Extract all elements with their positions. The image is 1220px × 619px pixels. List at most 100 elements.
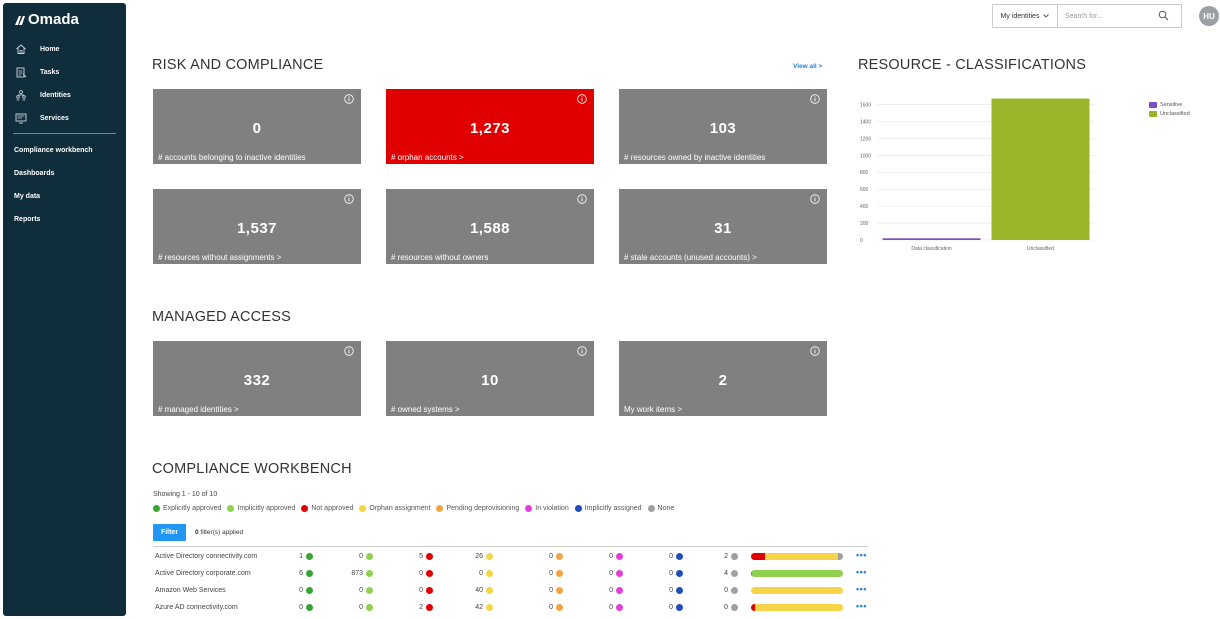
- app-name: Omada: [28, 11, 79, 28]
- more-options-icon[interactable]: •••: [856, 550, 867, 560]
- resource-classifications-chart: 0 200 400 600 800 1000 1200 1400 1600 Data classi…: [860, 98, 1095, 252]
- sidebar-item-tasks[interactable]: Tasks: [3, 62, 126, 82]
- sidebar-item-services[interactable]: Services: [3, 108, 126, 128]
- tile-label: # resources without assignments >: [158, 253, 282, 262]
- info-icon[interactable]: [344, 94, 354, 104]
- risk-tile[interactable]: 1,588 # resources without owners: [386, 189, 594, 264]
- count-value: 0: [609, 587, 613, 594]
- sidebar-item-label: Home: [40, 45, 60, 53]
- view-all-link[interactable]: View all >: [793, 63, 823, 70]
- tile-value: 1,537: [236, 220, 278, 237]
- sidebar-link-dashboards[interactable]: Dashboards: [3, 163, 126, 183]
- info-icon[interactable]: [344, 194, 354, 204]
- tile-label: # accounts belonging to inactive identit…: [158, 153, 306, 162]
- count-value: 1: [299, 553, 303, 560]
- managed-access-title: MANAGED ACCESS: [152, 309, 291, 325]
- status-legend-item: In violation: [525, 505, 569, 512]
- table-divider: [153, 546, 868, 547]
- x-tick-label: Unclassified: [1027, 246, 1054, 252]
- system-name[interactable]: Active Directory connectivity.com: [155, 553, 258, 560]
- risk-tile[interactable]: 103 # resources owned by inactive identit…: [619, 89, 827, 164]
- table-row[interactable]: Amazon Web Services 0 0 0 40 0 0 0 0 •••: [153, 583, 868, 600]
- info-icon[interactable]: [810, 94, 820, 104]
- status-dot: [556, 604, 563, 611]
- count-value: 0: [549, 587, 553, 594]
- status-dot: [426, 604, 433, 611]
- more-options-icon[interactable]: •••: [856, 584, 867, 594]
- bar-sensitive[interactable]: [882, 238, 981, 240]
- status-label: Orphan assignment: [369, 505, 431, 512]
- x-tick-label: Data classification: [911, 246, 952, 252]
- count-value: 0: [669, 604, 673, 611]
- bar-unclassified[interactable]: [991, 98, 1090, 241]
- tile-label: # resources owned by inactive identities: [624, 153, 766, 162]
- status-legend-item: Orphan assignment: [359, 505, 430, 512]
- info-icon[interactable]: [344, 346, 354, 356]
- more-options-icon[interactable]: •••: [856, 601, 867, 611]
- count-value: 0: [669, 570, 673, 577]
- risk-tile[interactable]: 31 # stale accounts (unused accounts) >: [619, 189, 827, 264]
- info-icon[interactable]: [577, 94, 587, 104]
- tile-label: # stale accounts (unused accounts) >: [624, 253, 757, 262]
- user-avatar[interactable]: HU: [1199, 6, 1219, 26]
- status-dot: [227, 505, 235, 512]
- bar-segment: [751, 587, 843, 594]
- filter-button[interactable]: Filter: [153, 524, 186, 541]
- sidebar-link-my-data[interactable]: My data: [3, 186, 126, 206]
- table-row[interactable]: Active Directory connectivity.com 1 0 5 26 0 0…: [153, 549, 868, 566]
- status-distribution-bar: [751, 604, 843, 611]
- status-legend-item: None: [647, 505, 674, 512]
- table-row[interactable]: Azure AD connectivity.com 0 0 2 42 0 0 0 0 •••: [153, 600, 868, 617]
- system-name[interactable]: Azure AD connectivity.com: [155, 604, 238, 611]
- bar-segment: [838, 553, 843, 560]
- status-count: 42: [453, 604, 493, 611]
- search-icon[interactable]: [1158, 10, 1169, 21]
- y-tick-label: 0: [860, 238, 863, 244]
- risk-tile[interactable]: 0 # accounts belonging to inactive identi…: [153, 89, 361, 164]
- status-legend-item: Explicitly approved: [153, 505, 221, 512]
- status-dot: [731, 604, 738, 611]
- info-icon[interactable]: [577, 194, 587, 204]
- sidebar-link-compliance-workbench[interactable]: Compliance workbench: [3, 140, 126, 160]
- sidebar-item-identities[interactable]: Identities: [3, 85, 126, 105]
- status-dot: [306, 570, 313, 577]
- system-name[interactable]: Active Directory corporate.com: [155, 570, 251, 577]
- managed-tile[interactable]: 10 # owned systems >: [386, 341, 594, 416]
- y-tick-label: 1600: [860, 102, 871, 108]
- tile-label: # owned systems >: [391, 405, 460, 414]
- status-dot: [486, 570, 493, 577]
- sidebar-link-reports[interactable]: Reports: [3, 209, 126, 229]
- status-label: Implicitly assigned: [584, 505, 642, 512]
- tile-label: # resources without owners: [391, 253, 489, 262]
- status-dot: [647, 505, 655, 512]
- sidebar-item-label: Tasks: [40, 68, 60, 76]
- status-count: 0: [273, 604, 313, 611]
- services-icon: [14, 111, 28, 125]
- count-value: 0: [549, 570, 553, 577]
- risk-tile[interactable]: 1,537 # resources without assignments >: [153, 189, 361, 264]
- y-tick-label: 1000: [860, 153, 871, 159]
- info-icon[interactable]: [577, 346, 587, 356]
- system-name[interactable]: Amazon Web Services: [155, 587, 226, 594]
- risk-tile[interactable]: 1,273 # orphan accounts >: [386, 89, 594, 164]
- count-value: 26: [475, 553, 483, 560]
- more-options-icon[interactable]: •••: [856, 567, 867, 577]
- status-count: 26: [453, 553, 493, 560]
- search-input[interactable]: Search for...: [1057, 4, 1182, 28]
- count-value: 0: [669, 587, 673, 594]
- count-value: 0: [359, 587, 363, 594]
- status-count: 2: [698, 553, 738, 560]
- sidebar-item-home[interactable]: Home: [3, 39, 126, 59]
- info-icon[interactable]: [810, 346, 820, 356]
- managed-tile[interactable]: 332 # managed identities >: [153, 341, 361, 416]
- tile-value: 10: [481, 372, 499, 389]
- info-icon[interactable]: [810, 194, 820, 204]
- table-row[interactable]: Active Directory corporate.com 6 873 0 0 0 0 0 4…: [153, 566, 868, 583]
- scope-select[interactable]: My identities: [992, 4, 1058, 28]
- tile-value: 332: [243, 372, 271, 389]
- status-count: 0: [333, 587, 373, 594]
- omada-logo[interactable]: Omada: [14, 11, 79, 28]
- status-dot: [486, 587, 493, 594]
- status-dot: [486, 553, 493, 560]
- managed-tile[interactable]: 2 My work items >: [619, 341, 827, 416]
